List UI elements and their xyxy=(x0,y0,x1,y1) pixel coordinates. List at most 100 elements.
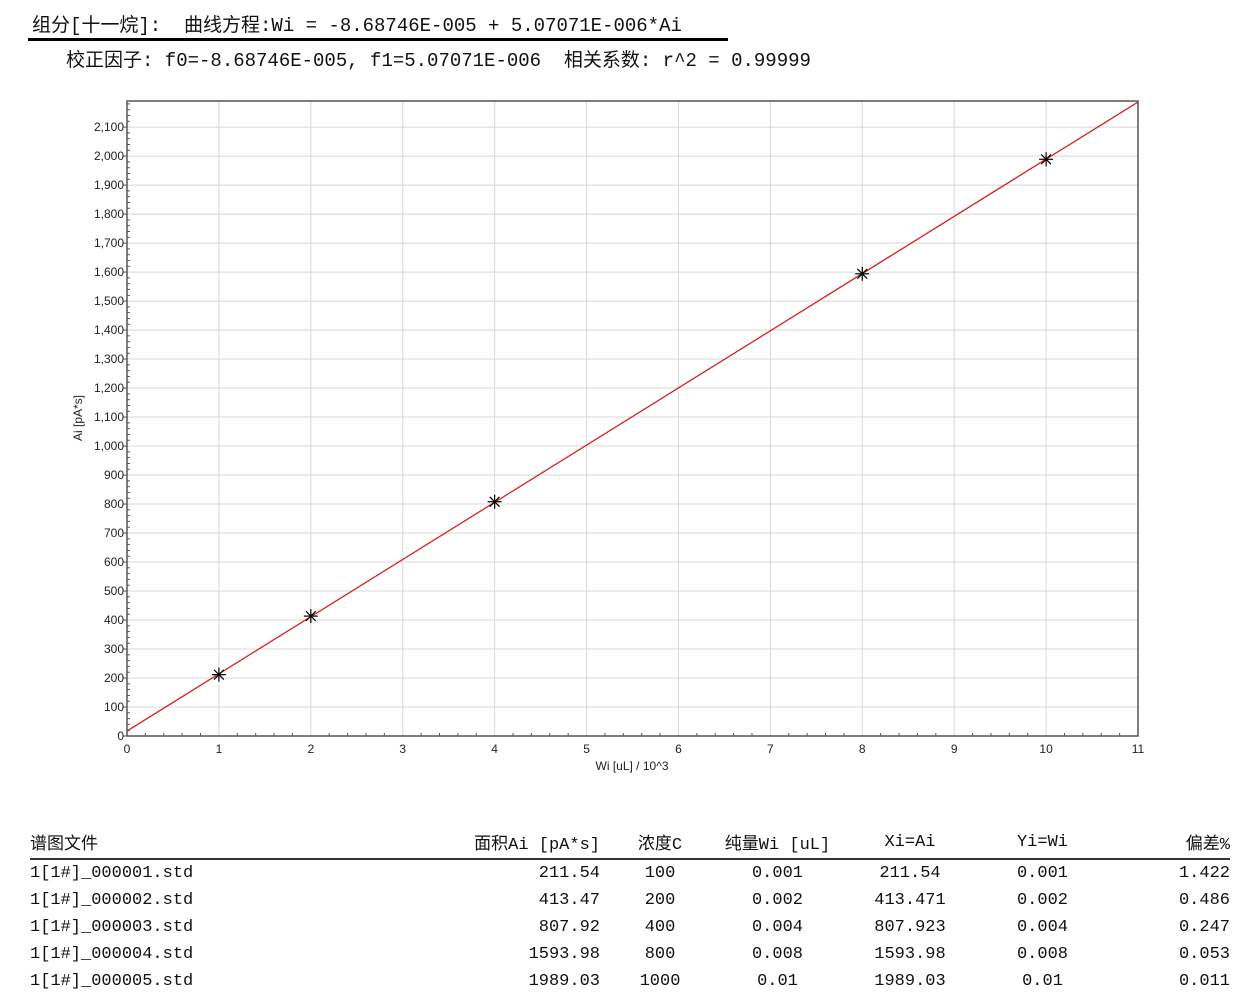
column-header: 浓度C xyxy=(600,829,720,860)
y-tick-label: 900 xyxy=(104,468,124,482)
x-axis-label: Wi [uL] / 10^3 xyxy=(596,759,669,773)
y-tick-label: 1,300 xyxy=(94,352,124,366)
table-cell: 1593.98 xyxy=(528,945,600,964)
table-cell: 0.01 xyxy=(757,972,798,991)
y-tick-label: 1,500 xyxy=(94,294,124,308)
data-point-marker xyxy=(855,266,870,281)
data-point-marker xyxy=(487,494,502,509)
calibration-table: 谱图文件 面积Ai [pA*s] 浓度C 纯量Wi [uL] Xi=Ai Yi=Wi 偏差%… xyxy=(30,829,1230,995)
data-points xyxy=(211,152,1054,682)
x-tick-label: 11 xyxy=(1132,742,1145,756)
x-tick-label: 9 xyxy=(951,742,958,756)
table-cell: 0.004 xyxy=(751,918,803,937)
x-tick-label: 0 xyxy=(124,742,131,756)
table-row: 1[1#]_000001.std 211.54 100 0.001 211.54 0.00… xyxy=(30,859,1230,887)
table-row: 1[1#]_000002.std 413.47 200 0.002 413.471 0.0… xyxy=(30,887,1230,914)
column-header: Yi=Wi xyxy=(985,829,1100,860)
table-cell: 1989.03 xyxy=(528,972,600,991)
y-tick-label: 500 xyxy=(104,584,124,598)
fit-line xyxy=(126,101,1139,732)
column-header: Xi=Ai xyxy=(835,829,985,860)
table-cell: 0.011 xyxy=(1178,972,1230,991)
data-point-marker xyxy=(1039,152,1054,167)
table-cell: 1[1#]_000002.std xyxy=(30,891,194,910)
table-row: 1[1#]_000003.std 807.92 400 0.004 807.923 0.0… xyxy=(30,914,1230,941)
x-tick-label: 10 xyxy=(1039,742,1053,756)
y-tick-label: 1,800 xyxy=(94,207,124,221)
y-tick-label: 1,200 xyxy=(94,381,124,395)
x-tick-label: 6 xyxy=(675,742,682,756)
y-tick-label: 400 xyxy=(104,613,124,627)
y-tick-label: 1,100 xyxy=(94,410,124,424)
y-tick-label: 300 xyxy=(104,642,124,656)
table-cell: 800 xyxy=(644,945,676,964)
table-cell: 1.422 xyxy=(1178,864,1230,883)
table-cell: 1989.03 xyxy=(874,972,946,991)
table-cell: 1593.98 xyxy=(874,945,946,964)
y-tick-label: 100 xyxy=(104,700,124,714)
column-header: 面积Ai [pA*s] xyxy=(470,829,600,860)
table-cell: 0.008 xyxy=(751,945,803,964)
y-tick-label: 200 xyxy=(104,671,124,685)
asterisk-stroke xyxy=(1040,153,1052,165)
table-cell: 0.002 xyxy=(1016,891,1068,910)
y-tick-label: 1,400 xyxy=(94,323,124,337)
curve-equation-title: 组分[十一烷]: 曲线方程:Wi = -8.68746E-005 + 5.070… xyxy=(32,15,682,37)
x-tick-label: 4 xyxy=(491,742,498,756)
calibration-factors: 校正因子: f0=-8.68746E-005, f1=5.07071E-006 … xyxy=(66,50,811,72)
data-point-marker xyxy=(211,667,226,682)
y-tick-label: 1,700 xyxy=(94,236,124,250)
table-cell: 0.001 xyxy=(751,864,803,883)
asterisk-stroke xyxy=(489,496,500,508)
table-cell: 0.247 xyxy=(1178,918,1230,937)
table-cell: 0.008 xyxy=(1016,945,1068,964)
data-point-marker xyxy=(303,609,318,624)
title-underline xyxy=(28,38,728,41)
plot-frame xyxy=(126,100,1139,737)
table-row: 1[1#]_000005.std 1989.03 1000 0.01 1989.03 0.… xyxy=(30,968,1230,995)
table-cell: 0.01 xyxy=(1022,972,1063,991)
column-header: 纯量Wi [uL] xyxy=(720,829,835,860)
asterisk-stroke xyxy=(213,669,225,680)
y-tick-label: 0 xyxy=(117,729,124,743)
y-tick-label: 2,000 xyxy=(94,149,124,163)
table-row: 1[1#]_000004.std 1593.98 800 0.008 1593.98 0.… xyxy=(30,941,1230,968)
table-cell: 1[1#]_000001.std xyxy=(30,864,194,883)
column-header: 偏差% xyxy=(1100,829,1230,860)
table-cell: 807.923 xyxy=(874,918,946,937)
table-cell: 413.471 xyxy=(874,891,946,910)
x-tick-label: 7 xyxy=(767,742,774,756)
table-cell: 400 xyxy=(644,918,676,937)
y-tick-label: 1,900 xyxy=(94,178,124,192)
table-cell: 413.47 xyxy=(538,891,600,910)
x-tick-label: 8 xyxy=(859,742,866,756)
asterisk-stroke xyxy=(305,610,317,622)
table-cell: 211.54 xyxy=(538,864,600,883)
table-cell: 0.486 xyxy=(1178,891,1230,910)
y-tick-label: 600 xyxy=(104,555,124,569)
table-cell: 1[1#]_000003.std xyxy=(30,918,194,937)
table-cell: 211.54 xyxy=(879,864,941,883)
table-cell: 1000 xyxy=(639,972,681,991)
y-axis-label: Ai [pA*s] xyxy=(71,395,85,441)
table-cell: 0.053 xyxy=(1178,945,1230,964)
column-header: 谱图文件 xyxy=(30,829,470,860)
regression-line xyxy=(126,101,1139,732)
table-cell: 0.004 xyxy=(1016,918,1068,937)
asterisk-stroke xyxy=(856,268,868,280)
y-tick-label: 700 xyxy=(104,526,124,540)
table-cell: 200 xyxy=(644,891,676,910)
y-tick-label: 1,000 xyxy=(94,439,124,453)
tick-labels: 0 1 2 3 4 5 6 7 8 9 10 11 0 100 200 300 400 500 600 700 800 9… xyxy=(94,120,1145,756)
table-cell: 0.002 xyxy=(751,891,803,910)
y-tick-label: 800 xyxy=(104,497,124,511)
y-tick-label: 2,100 xyxy=(94,120,124,134)
x-tick-label: 2 xyxy=(307,742,314,756)
table-cell: 1[1#]_000005.std xyxy=(30,972,194,991)
x-tick-label: 3 xyxy=(399,742,406,756)
table-cell: 1[1#]_000004.std xyxy=(30,945,194,964)
table-cell: 100 xyxy=(644,864,676,883)
y-tick-label: 1,600 xyxy=(94,265,124,279)
x-tick-label: 1 xyxy=(216,742,223,756)
table-cell: 0.001 xyxy=(1016,864,1068,883)
